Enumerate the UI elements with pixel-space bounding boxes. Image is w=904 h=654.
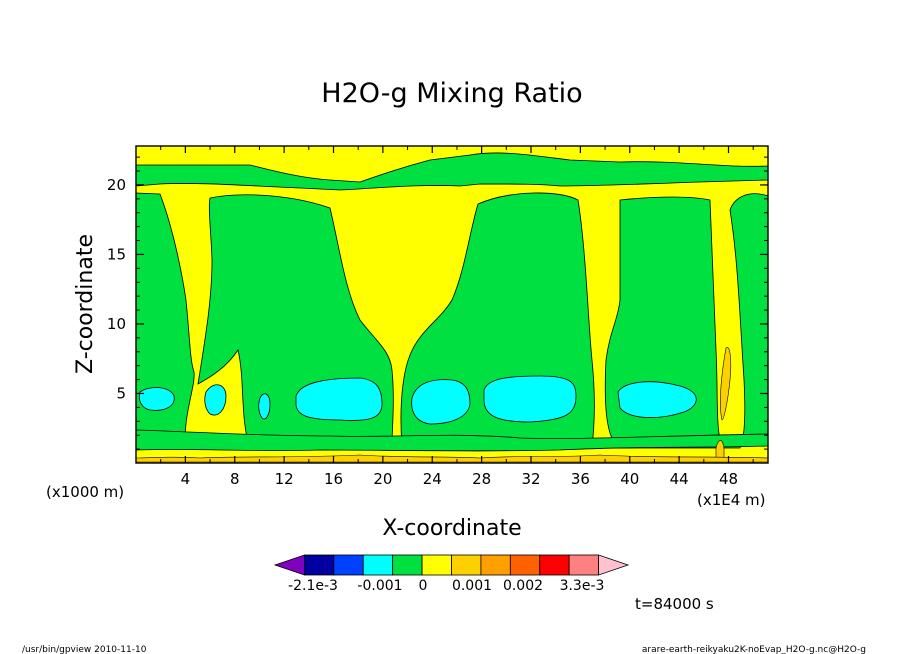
- moist-cell-1: [138, 387, 175, 411]
- footer-left: /usr/bin/gpview 2010-11-10: [22, 645, 147, 654]
- colorbar-swatch: [362, 554, 394, 576]
- x-axis-label: X-coordinate: [382, 516, 521, 541]
- moist-cell-3: [258, 393, 271, 420]
- x-tick-label: 32: [521, 470, 540, 488]
- x-unit-right: (x1E4 m): [697, 491, 766, 509]
- x-unit-left: (x1000 m): [46, 483, 124, 501]
- y-tick-label: 10: [107, 315, 126, 333]
- colorbar-label: -0.001: [357, 578, 402, 594]
- moist-cell-2: [204, 384, 227, 416]
- y-tick-label: 5: [116, 384, 126, 402]
- colorbar-swatch: [568, 554, 599, 576]
- x-tick-label: 8: [230, 470, 240, 488]
- upper-green-band: [136, 152, 768, 191]
- x-tick-label: 4: [181, 470, 191, 488]
- moist-cell-7: [617, 381, 697, 418]
- colorbar-swatch: [539, 554, 570, 576]
- x-tick-label: 20: [373, 470, 392, 488]
- colorbar-swatch: [509, 554, 541, 576]
- colorbar-swatch: [598, 554, 630, 576]
- colorbar-swatch: [273, 554, 305, 576]
- y-axis-label: Z-coordinate: [73, 234, 98, 374]
- x-tick-label: 16: [324, 470, 343, 488]
- x-axis: 4 8 12 16 20 24 28 32 36 40 44 48: [160, 146, 754, 488]
- y-tick-label: 20: [107, 176, 126, 194]
- colorbar-label: 3.3e-3: [560, 578, 605, 594]
- x-tick-label: 40: [620, 470, 639, 488]
- plot-frame: [135, 145, 769, 464]
- chart-title: H2O-g Mixing Ratio: [321, 78, 582, 109]
- column-1: [136, 192, 195, 448]
- colorbar-label: -2.1e-3: [288, 578, 338, 594]
- orange-sliver-1: [720, 347, 732, 421]
- colorbar-swatch: [421, 554, 452, 576]
- footer-right: arare-earth-reikyaku2K-noEvap_H2O-g.nc@H…: [642, 645, 866, 654]
- colorbar-swatch: [333, 554, 364, 576]
- moist-cell-5: [411, 379, 471, 425]
- moist-cell-4: [295, 377, 383, 421]
- surface-orange: [136, 454, 768, 463]
- x-tick-label: 36: [571, 470, 590, 488]
- x-tick-label: 48: [719, 470, 738, 488]
- moist-cell-6: [483, 375, 577, 423]
- colorbar-label: 0.001: [452, 578, 492, 594]
- plot-area: [136, 146, 768, 463]
- colorbar-label: 0.002: [503, 578, 543, 594]
- colorbar-swatch: [304, 554, 335, 576]
- colorbar-swatch: [451, 554, 482, 576]
- x-tick-label: 44: [670, 470, 689, 488]
- y-tick-label: 15: [107, 245, 126, 263]
- colorbar-swatch: [392, 554, 423, 576]
- y-axis: 5 10 15 20: [107, 156, 768, 450]
- colorbar-swatch: [480, 554, 511, 576]
- x-tick-label: 28: [472, 470, 491, 488]
- colorbar-labels: -2.1e-3 -0.001 0 0.001 0.002 3.3e-3: [288, 578, 604, 594]
- x-tick-label: 12: [275, 470, 294, 488]
- colorbar: [273, 554, 630, 576]
- colorbar-label: 0: [419, 578, 428, 594]
- time-label: t=84000 s: [635, 595, 714, 613]
- x-tick-label: 24: [423, 470, 442, 488]
